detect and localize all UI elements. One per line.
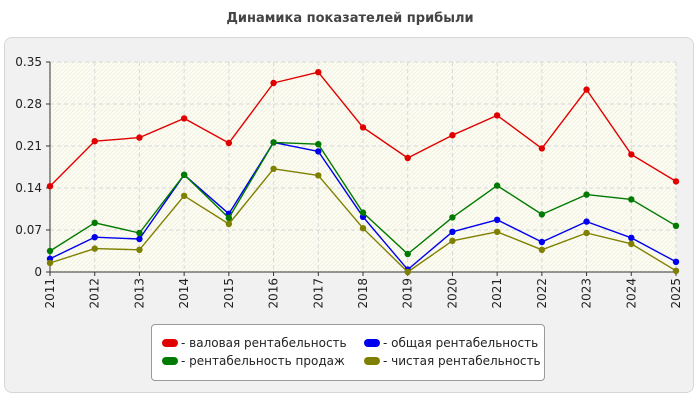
data-point [449,237,456,244]
data-point [315,172,322,179]
data-point [46,247,54,255]
data-point [315,141,322,148]
data-point [270,79,277,87]
data-point [91,138,98,145]
data-point [136,235,143,243]
legend-swatch [162,338,178,347]
data-point [583,218,590,225]
legend-label: - чистая рентабельность [383,354,541,368]
legend-swatch [364,356,380,365]
data-point [136,229,143,237]
data-point [628,240,635,247]
x-tick-label: 2023 [580,278,594,309]
x-tick-label: 2025 [669,278,683,309]
data-point [404,268,411,276]
data-point [538,238,546,246]
data-point [583,229,590,237]
chart-legend: - валовая рентабельность - общая рентабе… [151,324,545,381]
legend-label: - валовая рентабельность [181,336,347,350]
x-tick-label: 2016 [267,278,281,309]
data-point [46,259,54,267]
data-point [225,220,233,228]
legend-swatch [364,338,380,347]
x-tick-label: 2013 [132,278,146,309]
data-point [180,115,188,122]
chart-title: Динамика показателей прибыли [226,11,474,26]
x-tick-label: 2011 [43,278,57,309]
y-tick-label: 0.07 [15,223,42,237]
data-point [538,211,546,218]
legend-label: - общая рентабельность [383,336,539,350]
x-tick-label: 2017 [311,278,325,309]
data-point [538,246,546,253]
data-point [180,171,188,178]
data-point [628,196,635,203]
x-tick-label: 2014 [177,278,191,309]
data-point [225,214,233,222]
series-group [46,69,680,190]
x-tick-label: 2015 [222,278,236,309]
data-point [449,132,456,139]
data-point [493,182,501,189]
data-point [136,246,143,253]
data-point [449,228,456,235]
x-tick-label: 2018 [356,278,370,309]
data-point [315,148,322,155]
data-point [270,165,277,172]
data-point [538,145,546,152]
data-point [449,214,456,221]
data-point [672,267,680,274]
x-tick-label: 2012 [88,278,102,309]
data-point [136,134,143,141]
x-tick-label: 2021 [490,278,504,309]
series-group [46,139,680,258]
y-tick-label: 0.28 [15,97,42,111]
data-point [672,222,680,229]
data-point [404,250,411,258]
legend-item: - общая рентабельность [364,334,538,352]
data-point [91,245,98,252]
data-point [672,178,680,185]
data-point [672,258,680,265]
legend-label: - рентабельность продаж [181,354,345,368]
y-tick-label: 0.14 [15,181,42,195]
legend-item: - рентабельность продаж [162,352,345,370]
data-point [359,225,367,232]
data-point [493,228,501,235]
data-point [493,216,501,223]
data-point [404,154,411,162]
x-tick-label: 2022 [535,278,549,309]
data-point [91,219,98,226]
x-tick-label: 2019 [401,278,415,309]
data-point [315,69,322,76]
legend-item: - чистая рентабельность [364,352,541,370]
data-point [359,209,367,216]
data-point [46,183,54,190]
x-tick-label: 2024 [624,278,638,309]
data-point [628,151,635,158]
data-point [359,124,367,131]
x-tick-label: 2020 [445,278,459,309]
data-point [225,139,233,147]
data-point [270,139,277,146]
y-tick-label: 0.21 [15,139,42,153]
series-group [46,165,680,276]
legend-item: - валовая рентабельность [162,334,347,352]
data-point [583,86,590,93]
data-point [180,192,188,199]
legend-swatch [162,356,178,365]
data-point [583,191,590,198]
data-point [91,234,98,241]
y-tick-label: 0 [34,265,42,279]
data-point [628,234,635,241]
data-point [493,112,501,119]
y-tick-label: 0.35 [15,55,42,69]
